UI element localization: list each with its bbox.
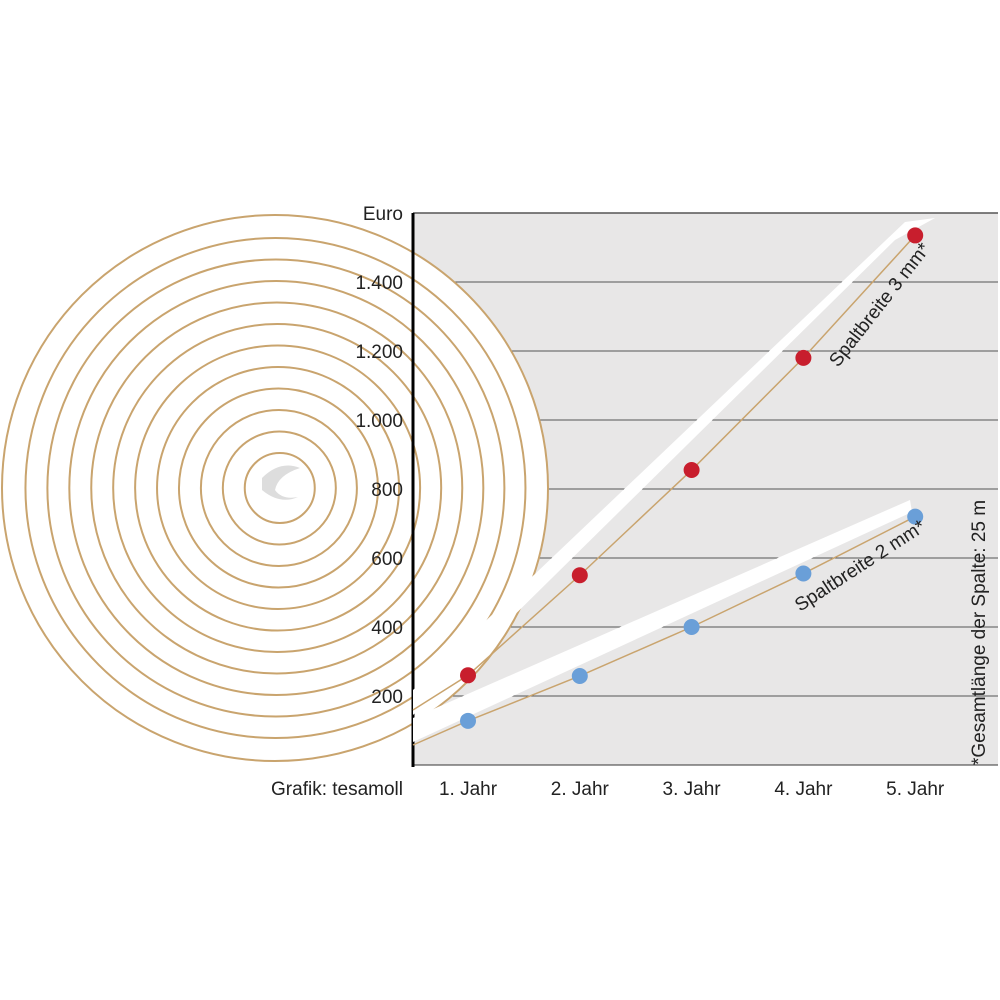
spiral-ring bbox=[112, 323, 443, 653]
series-marks bbox=[412, 227, 924, 746]
spiral-ring bbox=[177, 387, 379, 589]
x-tick-label: 3. Jahr bbox=[663, 779, 722, 800]
x-tick-label: 5. Jahr bbox=[886, 779, 945, 800]
spiral-ring bbox=[199, 409, 358, 567]
y-tick-label: 600 bbox=[371, 549, 403, 570]
spiral-ring bbox=[24, 237, 527, 739]
spiral-ring bbox=[221, 430, 337, 546]
series-line bbox=[412, 515, 916, 746]
data-point bbox=[571, 667, 588, 684]
y-tick-label: 800 bbox=[371, 480, 403, 501]
spiral-ring bbox=[46, 258, 506, 718]
spiral-ring bbox=[156, 366, 401, 610]
y-axis-title: Euro bbox=[363, 204, 403, 225]
data-point bbox=[460, 712, 476, 729]
data-point bbox=[683, 462, 700, 479]
y-tick-label: 200 bbox=[371, 687, 403, 708]
data-point bbox=[460, 667, 476, 684]
y-tick-label: 1.200 bbox=[355, 342, 403, 363]
spiral-ring bbox=[68, 280, 485, 696]
credit-label: Grafik: tesamoll bbox=[271, 779, 403, 800]
spiral-ring bbox=[90, 301, 464, 675]
data-point bbox=[571, 567, 588, 584]
data-point bbox=[907, 227, 924, 244]
data-point bbox=[795, 565, 812, 582]
x-axis-labels: 1. Jahr 2. Jahr 3. Jahr 4. Jahr 5. Jahr bbox=[439, 779, 945, 800]
series-line bbox=[412, 234, 916, 711]
data-point bbox=[907, 508, 924, 525]
data-point bbox=[683, 619, 700, 635]
x-tick-label: 1. Jahr bbox=[439, 779, 498, 800]
spiral-ring bbox=[243, 452, 316, 524]
x-tick-label: 4. Jahr bbox=[774, 779, 833, 800]
data-point bbox=[795, 349, 812, 366]
spiral-ring bbox=[134, 344, 422, 632]
y-tick-label: 1.000 bbox=[355, 411, 403, 432]
y-tick-label: 400 bbox=[371, 618, 403, 639]
y-axis-labels: Euro 200 400 600 800 1.000 1.200 1.400 bbox=[355, 204, 403, 708]
tape-bands bbox=[413, 218, 935, 742]
y-tick-label: 1.400 bbox=[355, 273, 403, 294]
band-2mm bbox=[413, 500, 912, 742]
spiral-core bbox=[262, 465, 300, 500]
footnote: *Gesamtlänge der Spalte: 25 m bbox=[969, 500, 990, 765]
x-tick-label: 2. Jahr bbox=[551, 779, 610, 800]
